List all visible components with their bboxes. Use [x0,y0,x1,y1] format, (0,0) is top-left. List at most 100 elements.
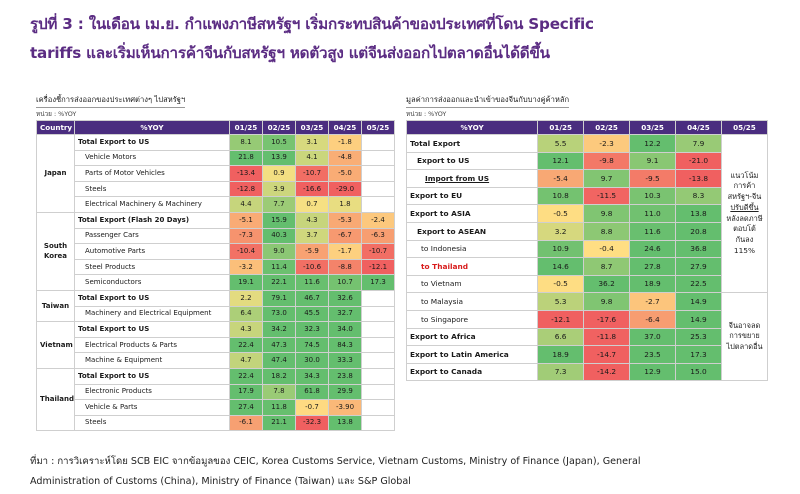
column-header: 03/25 [295,120,329,135]
value-cell: 2.2 [229,289,263,307]
row-label: to Thailand [405,257,539,276]
row-label: Export to ASIA [405,204,539,223]
value-cell: -32.3 [295,414,329,432]
value-cell: -12.1 [537,309,585,329]
value-cell: 13.8 [675,204,722,223]
value-cell: -3.2 [229,258,263,276]
value-cell: -2.3 [583,134,631,153]
row-label: Export to US [405,151,539,171]
row-label: Steels [74,180,230,198]
annotation-note: แนวโน้ม การค้า สหรัฐฯ-จีน ปรับดีขึ้น หลังลดภ… [720,133,769,294]
table-row: Vehicle & Parts 27.4 11.8 -0.7 -3.90 [37,399,395,416]
value-cell [361,305,395,323]
value-cell: 32.6 [328,289,362,307]
table-row: Vehicle Motors 21.8 13.9 4.1 -4.8 [37,149,395,167]
row-label-text: Import from US [425,173,490,183]
table-row: Thailand Total Export to US 22.4 18.2 34.3 23… [36,367,395,432]
row-label: Export to Latin America [405,345,539,364]
value-cell: 23.5 [629,345,677,364]
value-cell: 74.5 [295,336,329,354]
value-cell: 32.3 [295,321,329,338]
row-label: Total Export (Flash 20 Days) [74,211,230,229]
value-cell: -1.8 [328,134,362,151]
value-cell: 84.3 [328,336,362,354]
row-label: to Indonesia [405,239,539,259]
table-row: Machinery and Electrical Equipment 6.4 73.… [37,305,395,323]
value-cell: -6.3 [361,227,395,245]
value-cell: -13.4 [229,165,263,182]
table-row: to Vietnam -0.5 36.2 18.9 22.5 [405,274,768,294]
value-cell [361,180,395,198]
value-cell: 34.0 [328,321,362,338]
value-cell: 5.5 [537,134,585,153]
value-cell: 11.8 [262,399,296,416]
value-cell: 8.8 [583,221,631,241]
row-label: to Malaysia [405,292,539,311]
country-label: South Korea [36,211,75,291]
value-cell: 30.0 [295,352,329,369]
value-cell: -14.2 [583,362,631,382]
table-row: Electronic Products 17.9 7.8 61.8 29.9 [37,383,395,401]
value-cell: -6.7 [328,227,362,245]
value-cell: 45.5 [295,305,329,323]
value-cell: 27.4 [229,399,263,416]
country-label: Taiwan [36,289,75,323]
annotation-line: ปรับดีขึ้น [730,202,759,212]
value-cell: -2.7 [629,292,677,311]
value-cell: -8.8 [328,258,362,276]
value-cell: -3.90 [328,399,362,416]
value-cell: 11.6 [629,221,677,241]
value-cell: 21.8 [229,149,263,167]
value-cell: -12.8 [229,180,263,198]
value-cell: 9.8 [583,292,631,311]
row-label: Total Export to US [74,289,230,307]
value-cell: -7.3 [229,227,263,245]
value-cell: 0.9 [262,165,296,182]
row-label: Automotive Parts [74,243,230,260]
table-row: Steels -6.1 21.1 -32.3 13.8 [37,414,395,432]
value-cell: 4.3 [295,211,329,229]
table-row: Steel Products -3.2 11.4 -10.6 -8.8 -12.1 [37,258,395,276]
value-cell: 15.9 [262,211,296,229]
source-note: ที่มา : การวิเคราะห์โดย SCB EIC จากข้อมู… [30,452,790,492]
value-cell: 4.4 [229,196,263,213]
value-cell: 13.8 [328,414,362,432]
value-cell [361,321,395,338]
value-cell: 46.7 [295,289,329,307]
value-cell: -0.7 [295,399,329,416]
row-label: to Singapore [405,309,539,329]
value-cell: 40.3 [262,227,296,245]
annotation-line: สหรัฐฯ-จีน [727,192,762,202]
column-header: Country [36,120,75,135]
value-cell: 36.2 [583,274,631,294]
value-cell: 10.9 [537,239,585,259]
table-row: Export to US 12.1 -9.8 9.1 -21.0 [405,151,768,171]
value-cell: 34.3 [295,367,329,385]
row-label-text: to Vietnam [421,279,462,289]
value-cell [361,196,395,213]
value-cell: 19.1 [229,274,263,291]
table-row: to Singapore -12.1 -17.6 -6.4 14.9 [405,309,768,329]
value-cell: 3.9 [262,180,296,198]
value-cell: 11.4 [262,258,296,276]
value-cell: 18.9 [629,274,677,294]
column-header: %YOY [405,120,539,135]
value-cell [361,367,395,385]
value-cell: 14.9 [675,309,722,329]
value-cell: -1.7 [328,243,362,260]
value-cell: 7.8 [262,383,296,401]
value-cell: 3.1 [295,134,329,151]
value-cell: 6.6 [537,327,585,347]
column-header: 03/25 [629,120,677,135]
value-cell: -11.5 [583,186,631,206]
annotation-line: การค้า [733,181,756,191]
value-cell: -10.6 [295,258,329,276]
annotation-note: จีนอาจลด การขยาย ไปตลาดอื่น [720,292,769,382]
row-label: Steels [74,414,230,432]
table-row: Steels -12.8 3.9 -16.6 -29.0 [37,180,395,198]
table-row: Export to Canada 7.3 -14.2 12.9 15.0 [405,362,768,382]
table-row: Export to ASEAN 3.2 8.8 11.6 20.8 [405,221,768,241]
value-cell: -0.4 [583,239,631,259]
value-cell: 22.4 [229,336,263,354]
value-cell: 61.8 [295,383,329,401]
